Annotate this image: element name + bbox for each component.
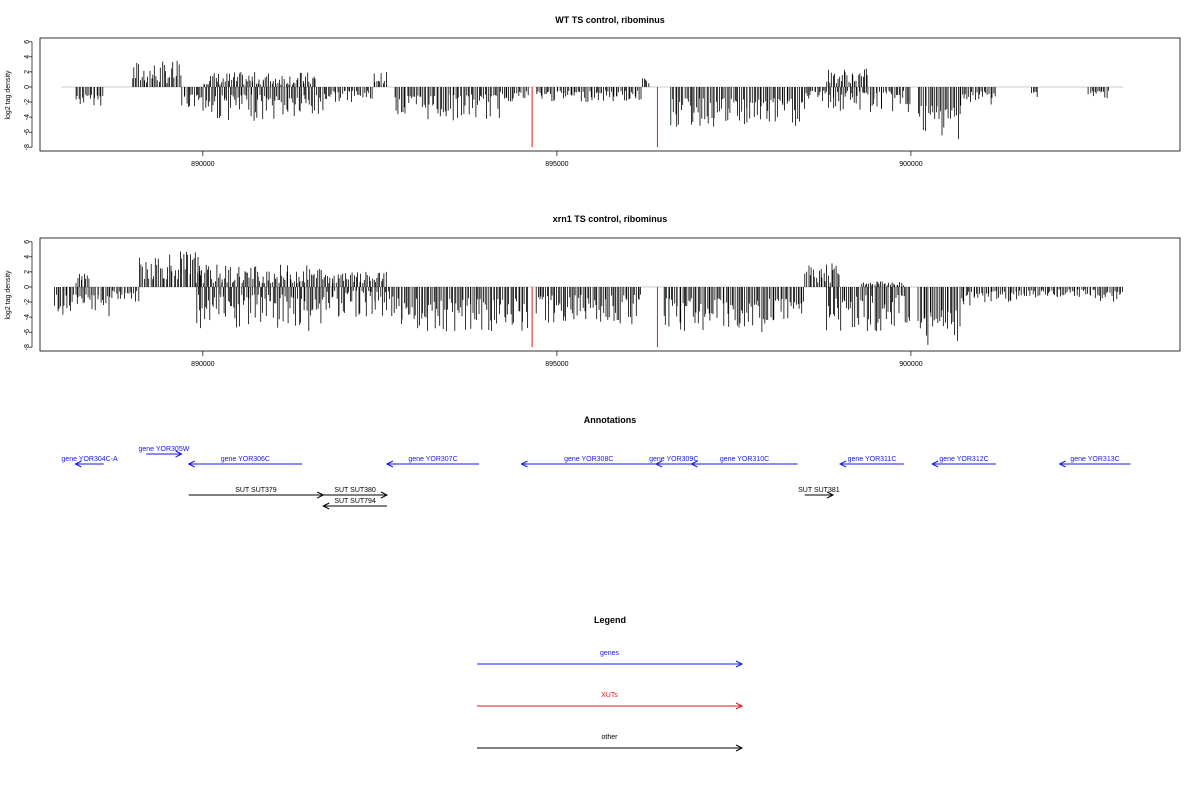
- gene-feature: gene YOR312C: [931, 456, 996, 468]
- gene-feature: gene YOR309C: [649, 456, 698, 468]
- gene-label: gene YOR305W: [138, 446, 189, 453]
- wt-y-axis-label: log2 tag density: [5, 70, 12, 120]
- xrn1-x-ticks: 890000 895000 900000: [191, 351, 923, 368]
- gene-label: gene YOR304C-A: [61, 456, 118, 463]
- sut-arrow-arrowhead: [322, 502, 330, 510]
- wt-bar-group: [61, 60, 1124, 148]
- legend-items: genes XUTs other: [477, 650, 744, 752]
- gene-arrow-arrowhead: [839, 460, 847, 468]
- sut-label: SUT SUT794: [334, 498, 376, 505]
- legend-title: Legend: [594, 615, 626, 625]
- gene-label: gene YOR308C: [564, 456, 613, 463]
- y-tick-label: -2: [24, 299, 31, 305]
- annotations-title: Annotations: [584, 415, 637, 425]
- xrn1-plot-frame: [39, 237, 1181, 352]
- x-tick-label: 900000: [899, 161, 922, 168]
- y-tick-label: -4: [24, 114, 31, 120]
- xrn1-density-panel: xrn1 TS control, ribominus log2 tag dens…: [5, 214, 1181, 368]
- sut-feature: SUT SUT379: [188, 487, 325, 499]
- y-tick-label: 4: [24, 255, 31, 259]
- annotation-tracks: gene YOR304C-A gene YOR305W gene YOR306C ge…: [61, 446, 1131, 510]
- y-tick-label: -8: [24, 144, 31, 150]
- wt-y-ticks: 6 4 2 0 -2 -4 -6 -8: [24, 40, 33, 150]
- gene-arrow-arrowhead: [690, 460, 698, 468]
- y-tick-label: -8: [24, 344, 31, 350]
- gene-feature: gene YOR313C: [1058, 456, 1131, 468]
- gene-label: gene YOR310C: [720, 456, 769, 463]
- gene-arrow-arrowhead: [520, 460, 528, 468]
- wt-plot-frame: [39, 37, 1181, 152]
- legend-item-genes: genes: [477, 650, 744, 668]
- legend-arrow-arrowhead: [735, 702, 744, 710]
- gene-label: gene YOR311C: [848, 456, 897, 463]
- sut-arrow-arrowhead: [826, 491, 835, 499]
- y-tick-label: -6: [24, 329, 31, 335]
- y-tick-label: 6: [24, 40, 31, 44]
- legend-item-other: other: [477, 734, 744, 752]
- gene-arrow-arrowhead: [74, 460, 82, 468]
- sut-arrow-arrowhead: [380, 491, 389, 499]
- gene-feature: gene YOR306C: [187, 456, 302, 468]
- gene-arrow-arrowhead: [654, 460, 663, 468]
- gene-arrow-arrowhead: [1058, 460, 1066, 468]
- gene-label: gene YOR312C: [939, 456, 988, 463]
- gene-feature: gene YOR307C: [385, 456, 480, 468]
- y-tick-label: -2: [24, 99, 31, 105]
- legend-label: other: [602, 734, 619, 741]
- gene-label: gene YOR306C: [221, 456, 270, 463]
- sut-label: SUT SUT380: [334, 487, 376, 494]
- gene-label: gene YOR309C: [649, 456, 698, 463]
- xrn1-y-axis-label: log2 tag density: [5, 270, 12, 320]
- y-tick-label: 6: [24, 240, 31, 244]
- legend-arrow-arrowhead: [735, 660, 744, 668]
- y-tick-label: 2: [24, 270, 31, 274]
- xrn1-bar-group: [54, 251, 1124, 348]
- legend-panel: Legend genes XUTs other: [477, 615, 744, 752]
- y-tick-label: -6: [24, 129, 31, 135]
- gene-arrow-arrowhead: [187, 460, 195, 468]
- wt-x-ticks: 890000 895000 900000: [191, 151, 923, 168]
- wt-panel-title: WT TS control, ribominus: [555, 15, 665, 25]
- sut-label: SUT SUT381: [798, 487, 840, 494]
- y-tick-label: 0: [24, 285, 31, 289]
- gene-feature: gene YOR305W: [138, 446, 190, 458]
- sut-feature: SUT SUT381: [798, 487, 840, 499]
- gene-label: gene YOR313C: [1070, 456, 1119, 463]
- gene-label: gene YOR307C: [408, 456, 457, 463]
- sut-label: SUT SUT379: [235, 487, 277, 494]
- xrn1-panel-title: xrn1 TS control, ribominus: [553, 214, 668, 224]
- gene-arrow-arrowhead: [931, 460, 939, 468]
- gene-arrow-arrowhead: [385, 460, 394, 468]
- x-tick-label: 890000: [191, 161, 214, 168]
- wt-density-panel: WT TS control, ribominus log2 tag densit…: [5, 15, 1181, 168]
- x-tick-label: 895000: [545, 161, 568, 168]
- legend-label: XUTs: [601, 692, 618, 699]
- sut-feature: SUT SUT794: [322, 498, 387, 510]
- gene-feature: gene YOR308C: [520, 456, 657, 468]
- xrn1-y-ticks: 6 4 2 0 -2 -4 -6 -8: [24, 240, 33, 350]
- y-tick-label: 4: [24, 55, 31, 59]
- y-tick-label: 2: [24, 70, 31, 74]
- gene-feature: gene YOR304C-A: [61, 456, 118, 468]
- gene-feature: gene YOR310C: [690, 456, 798, 468]
- x-tick-label: 895000: [545, 361, 568, 368]
- x-tick-label: 900000: [899, 361, 922, 368]
- gene-arrow-arrowhead: [175, 450, 183, 458]
- legend-item-xuts: XUTs: [477, 692, 744, 710]
- gene-feature: gene YOR311C: [839, 456, 904, 468]
- sut-feature: SUT SUT380: [323, 487, 389, 499]
- legend-arrow-arrowhead: [735, 744, 744, 752]
- y-tick-label: -4: [24, 314, 31, 320]
- y-tick-label: 0: [24, 85, 31, 89]
- x-tick-label: 890000: [191, 361, 214, 368]
- legend-label: genes: [600, 650, 620, 657]
